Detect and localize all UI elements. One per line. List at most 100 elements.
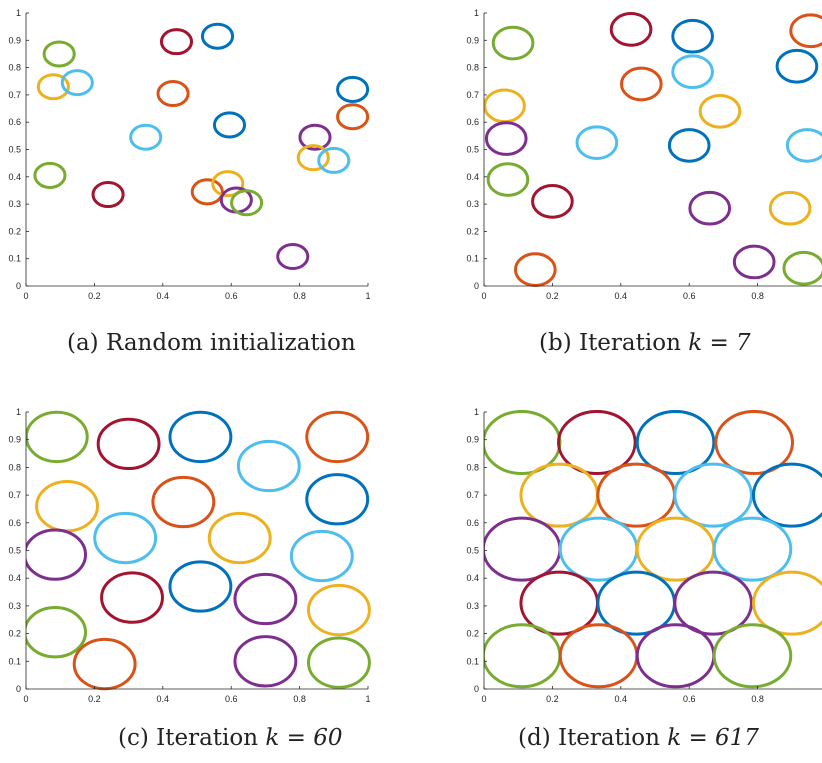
y-tick-label: 0.7 bbox=[466, 490, 479, 500]
circle-marker bbox=[60, 69, 94, 97]
circle-marker bbox=[596, 462, 676, 528]
circle-marker bbox=[558, 623, 639, 689]
x-tick-label: 0.6 bbox=[683, 291, 696, 301]
caption-a: (a) Random initialization bbox=[67, 330, 356, 356]
y-tick-label: 0.2 bbox=[8, 226, 21, 236]
caption-b-label: (b) Iteration bbox=[539, 330, 689, 356]
circle-marker bbox=[100, 571, 164, 624]
circle-marker bbox=[635, 516, 716, 582]
circle-marker bbox=[298, 123, 332, 151]
y-tick-label: 0.8 bbox=[8, 63, 21, 73]
circle-marker bbox=[190, 178, 224, 206]
circle-marker bbox=[575, 125, 619, 161]
y-tick-label: 0.8 bbox=[466, 63, 479, 73]
circle-marker bbox=[619, 66, 663, 102]
circle-marker bbox=[305, 473, 370, 526]
circle-group bbox=[33, 22, 370, 271]
y-tick-label: 0.1 bbox=[8, 656, 21, 666]
y-tick-label: 0.3 bbox=[8, 601, 21, 611]
circle-marker bbox=[236, 439, 301, 493]
y-tick-label: 0.4 bbox=[466, 172, 479, 182]
circle-marker bbox=[782, 250, 822, 286]
circle-marker bbox=[336, 75, 370, 103]
circle-marker bbox=[200, 22, 235, 50]
circle-marker bbox=[752, 570, 822, 636]
y-tick-label: 0.4 bbox=[8, 573, 21, 583]
chart-c: 0 0.2 0.4 0.6 0.8 1 0 0.1 0.2 0.3 0.4 0.5 0.6 0.7 0.8 0… bbox=[8, 407, 371, 704]
x-tick-label: 0.8 bbox=[751, 694, 764, 704]
circle-marker bbox=[635, 410, 716, 475]
x-tick-label: 0.4 bbox=[157, 694, 170, 704]
circle-marker bbox=[168, 560, 233, 613]
y-tick-label: 0.8 bbox=[8, 462, 21, 472]
circle-marker bbox=[211, 170, 245, 198]
circle-marker bbox=[35, 480, 99, 533]
caption-b-math: k = 7 bbox=[688, 330, 751, 356]
y-tick-label: 0.4 bbox=[466, 573, 479, 583]
circle-marker bbox=[26, 606, 87, 659]
circle-marker bbox=[212, 111, 247, 139]
x-tick-label: 0 bbox=[481, 694, 486, 704]
x-tick-label: 0 bbox=[23, 694, 28, 704]
chart-b: 0 0.2 0.4 0.6 0.8 0 0.1 0.2 0.3 0.4 0.5 0.6 0.7 0.8 0.… bbox=[466, 8, 822, 301]
caption-d-label: (d) Iteration bbox=[518, 725, 668, 751]
circle-marker bbox=[233, 635, 298, 688]
circle-marker bbox=[129, 123, 163, 151]
circle-marker bbox=[752, 462, 822, 528]
y-tick-label: 0.1 bbox=[8, 254, 21, 264]
circle-marker bbox=[156, 80, 190, 108]
y-tick-label: 0.6 bbox=[8, 117, 21, 127]
circle-marker bbox=[557, 410, 637, 475]
circle-marker bbox=[36, 73, 70, 101]
y-tick-label: 0.3 bbox=[8, 199, 21, 209]
y-tick-label: 0.3 bbox=[466, 199, 479, 209]
panel-d: 0 0.2 0.4 0.6 0.8 0 0.1 0.2 0.3 0.4 0.5 0.6 0.7 0.8 0.… bbox=[411, 380, 822, 763]
circle-marker bbox=[673, 570, 753, 636]
y-tick-label: 0.7 bbox=[8, 90, 21, 100]
y-tick-label: 0.7 bbox=[466, 90, 479, 100]
y-tick-label: 0.5 bbox=[466, 546, 479, 556]
circle-marker bbox=[491, 25, 535, 61]
chart-a: 0 0.2 0.4 0.6 0.8 1 0 0.1 0.2 0.3 0.4 0.5 0.6 0.7 0.8 0… bbox=[8, 8, 370, 301]
x-tick-label: 0.2 bbox=[88, 694, 101, 704]
circle-marker bbox=[789, 13, 822, 49]
circle-marker bbox=[336, 103, 370, 131]
y-tick-label: 1 bbox=[16, 407, 21, 417]
panel-a: 0 0.2 0.4 0.6 0.8 1 0 0.1 0.2 0.3 0.4 0.5 0.6 0.7 0.8 0… bbox=[0, 0, 411, 380]
y-tick-label: 0.5 bbox=[466, 145, 479, 155]
circle-marker bbox=[306, 583, 371, 637]
x-tick-label: 0 bbox=[481, 291, 486, 301]
y-tick-label: 1 bbox=[474, 407, 479, 417]
y-tick-label: 0.6 bbox=[466, 117, 479, 127]
circle-marker bbox=[673, 462, 753, 528]
y-tick-label: 0.6 bbox=[8, 518, 21, 528]
y-tick-label: 0.7 bbox=[8, 490, 21, 500]
x-tick-label: 0.6 bbox=[683, 694, 696, 704]
circle-marker bbox=[276, 243, 310, 271]
circle-marker bbox=[305, 410, 370, 464]
circle-marker bbox=[484, 121, 528, 156]
x-tick-label: 0.2 bbox=[546, 291, 559, 301]
y-tick-label: 0.3 bbox=[466, 601, 479, 611]
circle-marker bbox=[667, 128, 711, 163]
y-tick-label: 0.2 bbox=[466, 226, 479, 236]
circle-marker bbox=[688, 190, 732, 226]
circle-marker bbox=[72, 637, 137, 691]
circle-marker bbox=[712, 516, 793, 582]
x-tick-label: 1 bbox=[365, 291, 370, 301]
x-tick-label: 0.6 bbox=[225, 291, 238, 301]
circle-marker bbox=[698, 93, 742, 129]
x-tick-label: 0.6 bbox=[225, 694, 238, 704]
x-tick-label: 0.8 bbox=[293, 694, 306, 704]
x-tick-label: 0.4 bbox=[157, 291, 170, 301]
circle-marker bbox=[732, 244, 776, 280]
y-tick-label: 0.5 bbox=[8, 546, 21, 556]
circle-marker bbox=[207, 511, 272, 565]
circle-marker bbox=[484, 516, 562, 582]
circle-marker bbox=[159, 28, 194, 56]
y-tick-label: 0.5 bbox=[8, 145, 21, 155]
circle-marker bbox=[233, 572, 298, 626]
y-tick-label: 0.9 bbox=[466, 435, 479, 445]
y-tick-label: 0 bbox=[16, 684, 21, 694]
y-tick-label: 0.6 bbox=[466, 518, 479, 528]
